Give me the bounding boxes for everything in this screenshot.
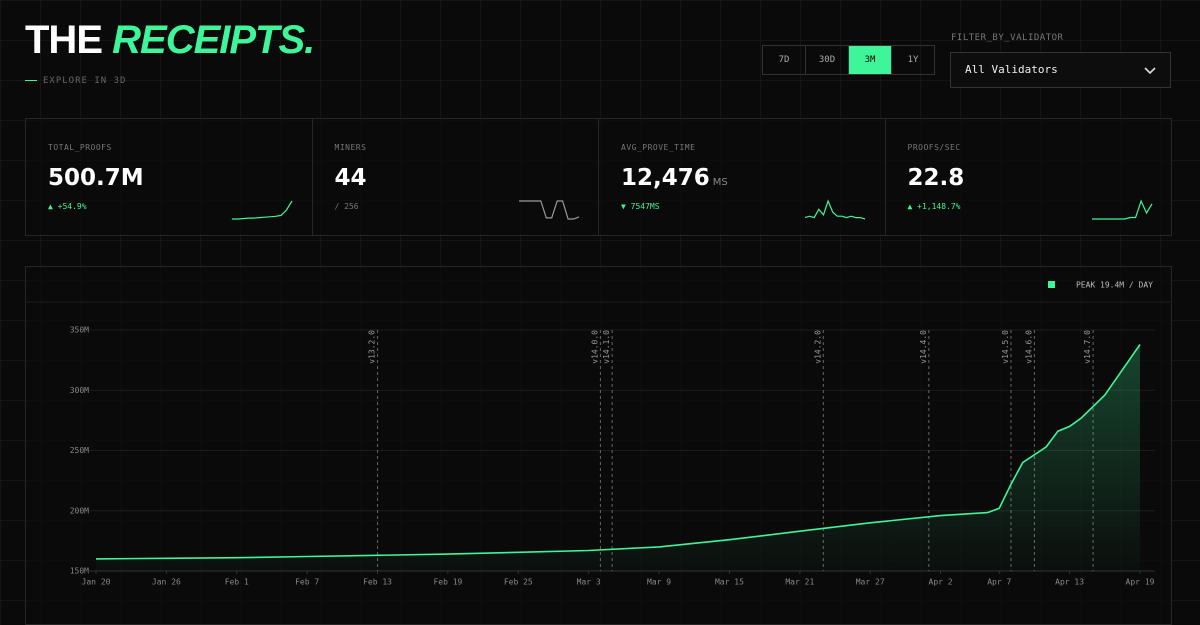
release-label: v14.0.0 [590, 330, 599, 364]
stat-unit: MS [712, 177, 728, 188]
x-tick-label: Apr 19 [1126, 578, 1155, 587]
x-tick-label: Jan 26 [152, 578, 181, 587]
release-label: v14.6.0 [1024, 330, 1033, 364]
x-tick-label: Mar 3 [577, 578, 601, 587]
legend-text: PEAK 19.4M / DAY [1076, 281, 1153, 290]
stat-card: AVG_PROVE_TIME 12,476 MS ▼ 7547MS [599, 119, 886, 235]
y-tick-label: 300M [70, 386, 89, 395]
sparkline-box [804, 199, 866, 220]
stat-value: 22.8 [907, 165, 965, 191]
y-tick-label: 250M [70, 446, 89, 455]
title-accent: RECEIPTS. [112, 18, 315, 62]
stat-value-box: 12,476 MS [621, 165, 728, 191]
release-label: v13.2.0 [368, 330, 377, 364]
release-label: v14.7.0 [1083, 330, 1092, 364]
range-button[interactable]: 1Y [907, 55, 919, 65]
explore-link[interactable]: EXPLORE IN 3D [25, 76, 126, 86]
x-tick-label: Jan 20 [82, 578, 111, 587]
x-tick-label: Apr 7 [987, 578, 1011, 587]
area [96, 344, 1140, 571]
stat-label: PROOFS/SEC [907, 143, 961, 152]
y-tick-label: 350M [70, 326, 89, 335]
brand: THE RECEIPTS. [25, 18, 315, 63]
sparkline [232, 200, 293, 220]
y-tick-label: 150M [70, 567, 89, 576]
stat-value: 500.7M [48, 165, 144, 191]
range-button[interactable]: 7D [763, 46, 806, 74]
stat-value-box: 500.7M [48, 165, 144, 191]
stat-value-box: 44 [335, 165, 367, 191]
stat-label: TOTAL_PROOFS [48, 143, 112, 152]
stat-value: 44 [334, 165, 367, 191]
x-tick-label: Feb 13 [363, 578, 392, 587]
stats-row: TOTAL_PROOFS 500.7M ▲ +54.9% MINERS 44 / 256 A… [25, 118, 1172, 236]
stat-label: AVG_PROVE_TIME [621, 143, 696, 152]
range-selector: 7D 30D 3M 1Y [762, 45, 935, 75]
x-tick-label: Apr 2 [929, 578, 953, 587]
stat-card: MINERS 44 / 256 [313, 119, 599, 235]
select-value: All Validators [965, 63, 1058, 76]
sparkline [1091, 199, 1153, 220]
stat-label: MINERS [334, 143, 367, 152]
stat-value: 12,476 [621, 165, 710, 191]
x-tick-label: Mar 27 [856, 578, 885, 587]
x-tick-label: Feb 19 [433, 578, 462, 587]
release-label: v14.1.0 [602, 330, 611, 364]
stat-note: ▲ +1,148.7% [907, 202, 961, 211]
x-tick-label: Feb 7 [295, 578, 319, 587]
validator-select[interactable]: All Validators [950, 52, 1171, 88]
x-tick-label: Feb 25 [504, 578, 533, 587]
x-tick-label: Mar 15 [715, 578, 744, 587]
stat-card: PROOFS/SEC 22.8 ▲ +1,148.7% [886, 119, 1172, 235]
range-button[interactable]: 30D [806, 46, 849, 74]
release-label: v14.4.0 [919, 330, 928, 364]
legend-swatch [1048, 281, 1055, 288]
y-tick-label: 200M [70, 506, 89, 515]
x-tick-label: Feb 1 [225, 578, 249, 587]
x-tick-label: Apr 13 [1055, 578, 1084, 587]
stat-value-box: 22.8 [908, 165, 965, 191]
x-tick-label: Mar 9 [647, 578, 671, 587]
range-button[interactable]: 3M [849, 46, 892, 74]
line [95, 344, 1141, 560]
sparkline-box [232, 200, 293, 220]
filter-label: FILTER_BY_VALIDATOR [951, 33, 1064, 43]
chevron [1144, 67, 1156, 75]
title-plain: THE [25, 18, 103, 62]
x-tick-label: Mar 21 [785, 578, 814, 587]
sparkline [804, 199, 866, 220]
release-label: v14.2.0 [813, 330, 822, 364]
stat-card: TOTAL_PROOFS 500.7M ▲ +54.9% [26, 119, 313, 235]
chart: PEAK 19.4M / DAY 150M 200M 250M 300M 350M Jan… [25, 266, 1172, 625]
release-label: v14.5.0 [1001, 330, 1010, 364]
sparkline-box [1091, 199, 1153, 220]
stat-note: ▼ 7547MS [621, 202, 660, 211]
sparkline [518, 200, 579, 220]
sparkline-box [518, 200, 579, 220]
stat-note: / 256 [334, 202, 359, 211]
stat-note: ▲ +54.9% [48, 202, 87, 211]
